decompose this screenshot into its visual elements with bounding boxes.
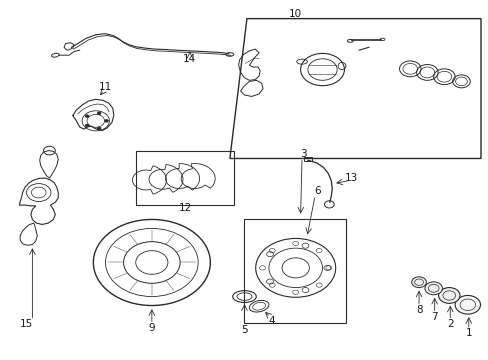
Text: 6: 6 <box>314 186 320 197</box>
Text: 14: 14 <box>183 54 196 64</box>
Circle shape <box>97 112 101 115</box>
Text: 5: 5 <box>241 325 247 335</box>
Circle shape <box>411 277 426 288</box>
Text: 7: 7 <box>430 312 437 322</box>
Circle shape <box>424 282 442 295</box>
Text: 8: 8 <box>415 305 422 315</box>
Bar <box>243 220 345 323</box>
Text: 10: 10 <box>288 9 302 19</box>
Circle shape <box>104 120 108 122</box>
Circle shape <box>85 115 89 118</box>
Circle shape <box>97 127 101 130</box>
Bar <box>304 157 311 161</box>
Text: 4: 4 <box>267 316 274 325</box>
Text: 1: 1 <box>465 328 471 338</box>
Text: 3: 3 <box>299 149 305 159</box>
Text: 9: 9 <box>148 323 155 333</box>
Text: 2: 2 <box>446 319 453 329</box>
Circle shape <box>438 288 459 303</box>
Text: 12: 12 <box>178 203 191 213</box>
Circle shape <box>85 124 89 127</box>
Text: 11: 11 <box>99 82 112 92</box>
Circle shape <box>454 296 480 314</box>
Bar <box>136 151 233 205</box>
Text: 15: 15 <box>20 319 33 329</box>
Text: 13: 13 <box>345 173 358 183</box>
